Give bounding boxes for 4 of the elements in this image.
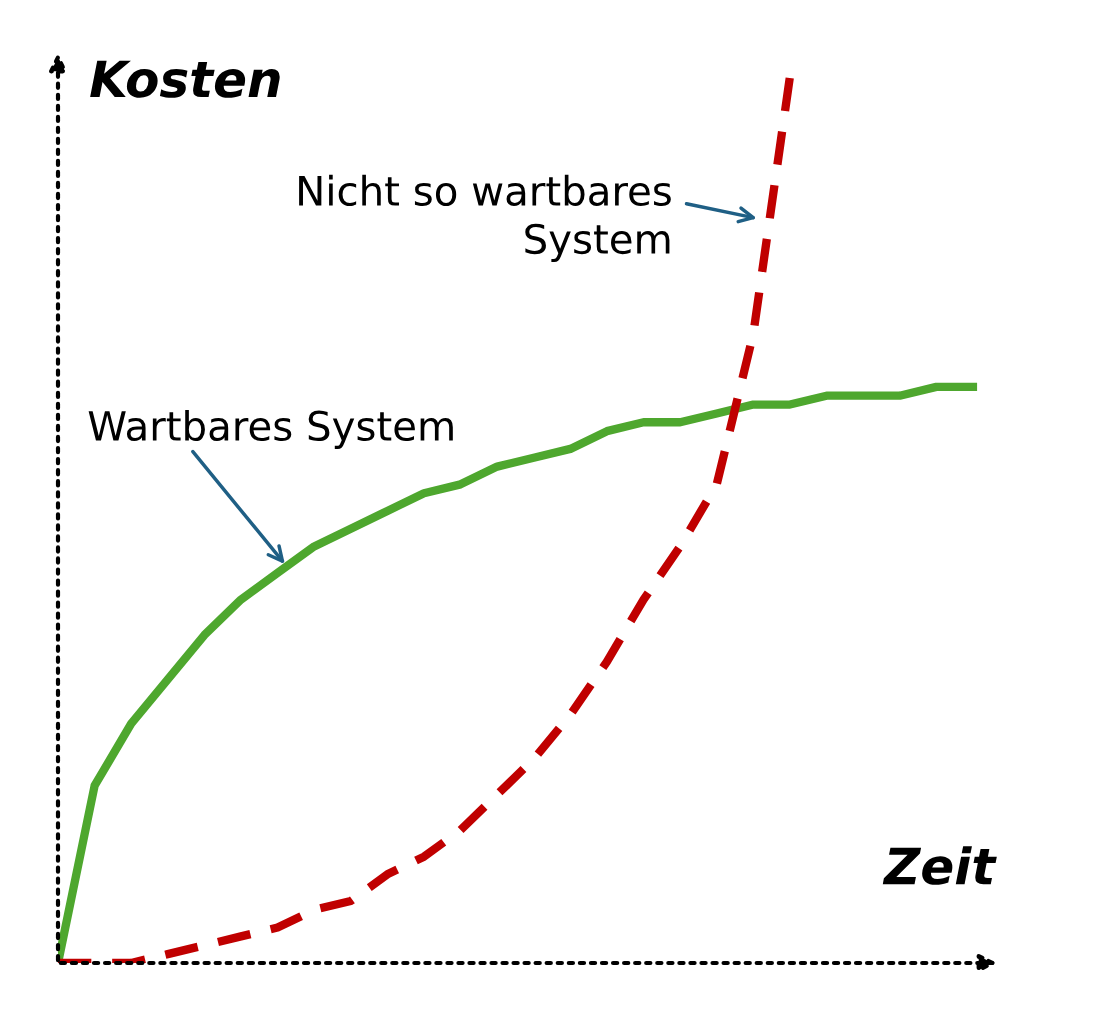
x-axis-title: Zeit xyxy=(882,846,997,885)
text: Nicht so wartbares System xyxy=(299,174,671,262)
y-axis-title: Kosten xyxy=(90,60,280,98)
series-label: Wartbares System xyxy=(88,409,453,449)
